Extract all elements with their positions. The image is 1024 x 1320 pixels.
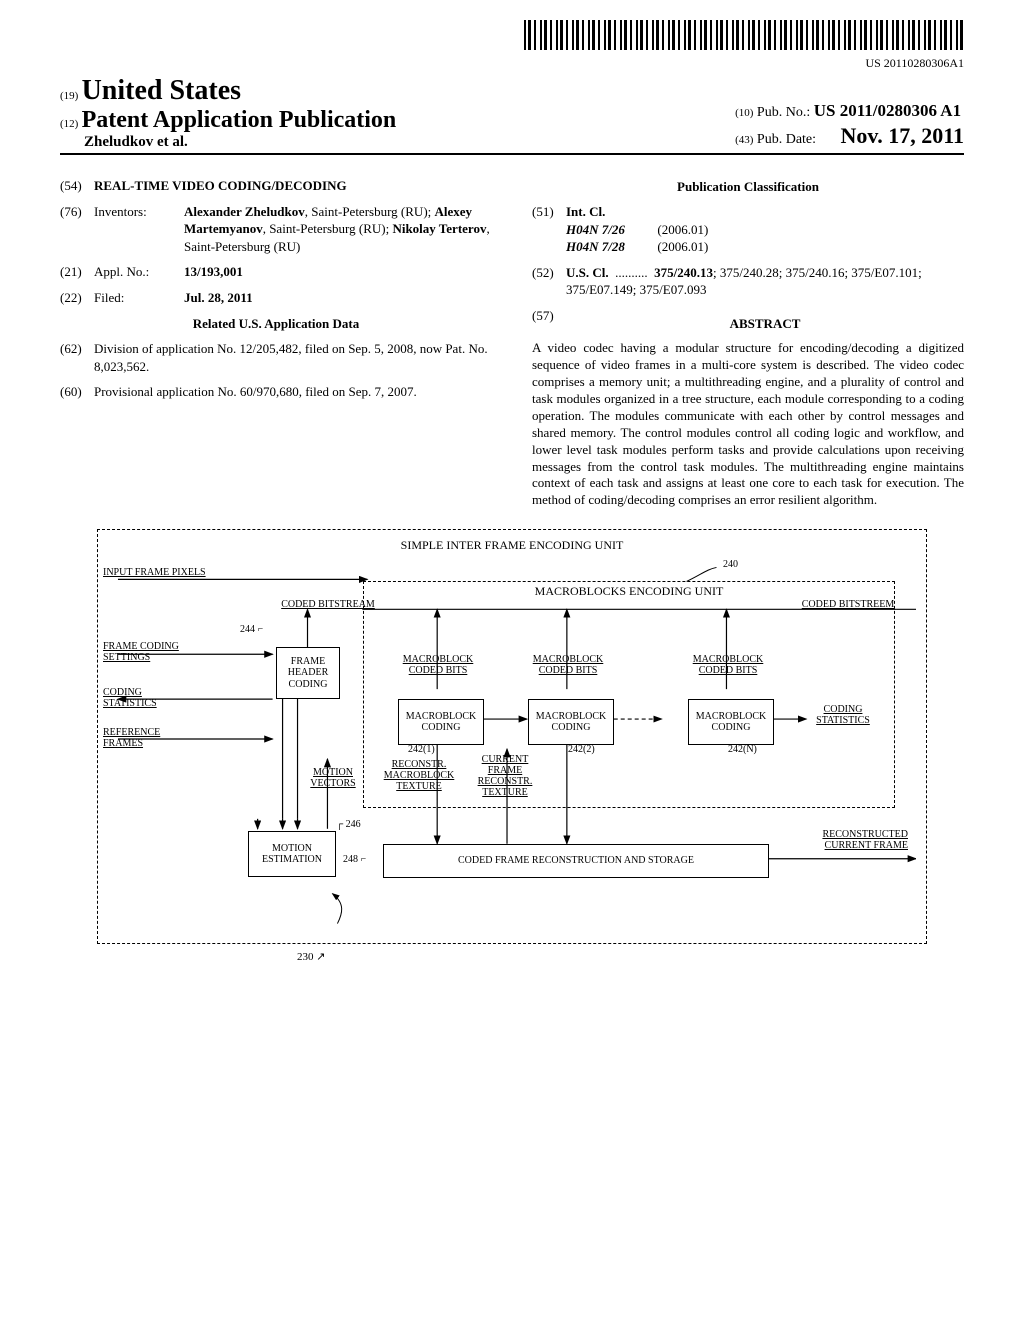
lbl-coding-stats-r: CODING STATISTICS	[808, 704, 878, 726]
pubclass-head: Publication Classification	[532, 179, 964, 195]
lbl-cur-frame-rec-tex: CURRENT FRAME RECONSTR. TEXTURE	[470, 754, 540, 798]
filed-label: Filed:	[94, 289, 184, 307]
barcode-block: US 20110280306A1	[60, 20, 964, 71]
title-code: (54)	[60, 177, 94, 195]
uscl-label: U.S. Cl.	[566, 265, 609, 280]
lbl-motion-vectors: MOTION VECTORS	[303, 767, 363, 789]
intcl-1: H04N 7/26	[566, 222, 625, 237]
meu-title: MACROBLOCKS ENCODING UNIT	[364, 584, 894, 599]
country-code: (19)	[60, 90, 78, 102]
lbl-mb-bits-3: MACROBLOCK CODED BITS	[688, 654, 768, 676]
lbl-frame-settings: FRAME CODING SETTINGS	[103, 641, 203, 663]
pubno-code: (10)	[735, 107, 753, 119]
ref-242-1: 242(1)	[408, 744, 435, 755]
abstract: A video codec having a modular structure…	[532, 340, 964, 509]
box-mb-coding-n: MACROBLOCK CODING	[688, 699, 774, 745]
pubno: US 2011/0280306 A1	[814, 101, 961, 120]
box-motion-est: MOTION ESTIMATION	[248, 831, 336, 877]
lbl-reconstructed-cf: RECONSTRUCTED CURRENT FRAME	[798, 829, 908, 851]
box-mb-coding-2: MACROBLOCK CODING	[528, 699, 614, 745]
barcode	[524, 20, 964, 50]
outer-title: SIMPLE INTER FRAME ENCODING UNIT	[108, 538, 916, 553]
pubdate-code: (43)	[735, 134, 753, 146]
prov-code: (60)	[60, 383, 94, 401]
box-frame-header: FRAME HEADER CODING	[276, 647, 340, 699]
intcl-2: H04N 7/28	[566, 239, 625, 254]
header-authors: Zheludkov et al.	[84, 134, 188, 150]
uscl-code: (52)	[532, 264, 566, 299]
ref-230: 230	[297, 951, 314, 963]
lbl-coded-bitstreem: CODED BITSTREEM	[793, 599, 903, 610]
diagram: SIMPLE INTER FRAME ENCODING UNIT	[97, 529, 927, 963]
box-mb-coding-1: MACROBLOCK CODING	[398, 699, 484, 745]
lbl-input-pixels: INPUT FRAME PIXELS	[103, 567, 223, 578]
inventors-label: Inventors:	[94, 203, 184, 256]
lbl-mb-bits-2: MACROBLOCK CODED BITS	[528, 654, 608, 676]
appl-no: 13/193,001	[184, 264, 243, 279]
pubno-label: Pub. No.:	[757, 105, 810, 120]
inventors: Alexander Zheludkov, Saint-Petersburg (R…	[184, 203, 492, 256]
div-text: Division of application No. 12/205,482, …	[94, 340, 492, 375]
box-recon-store: CODED FRAME RECONSTRUCTION AND STORAGE	[383, 844, 769, 878]
pap-title: Patent Application Publication	[82, 107, 397, 133]
prov-text: Provisional application No. 60/970,680, …	[94, 383, 492, 401]
appl-code: (21)	[60, 263, 94, 281]
pap-code: (12)	[60, 118, 78, 130]
ref-240: 240	[723, 559, 738, 570]
abs-code: (57)	[532, 307, 566, 333]
inventors-code: (76)	[60, 203, 94, 256]
lbl-coding-stats-l: CODING STATISTICS	[103, 687, 183, 709]
lbl-coded-bitstream: CODED BITSTREAM	[273, 599, 383, 610]
ref-244: 244 ⌐	[240, 624, 263, 635]
barcode-text: US 20110280306A1	[60, 56, 964, 71]
filed-code: (22)	[60, 289, 94, 307]
appl-label: Appl. No.:	[94, 263, 184, 281]
header-row: (19) United States (12) Patent Applicati…	[60, 75, 964, 155]
intcl-1d: (2006.01)	[657, 222, 708, 237]
lbl-ref-frames: REFERENCE FRAMES	[103, 727, 183, 749]
lbl-recon-mb-tex: RECONSTR. MACROBLOCK TEXTURE	[378, 759, 460, 792]
intcl-code: (51)	[532, 203, 566, 256]
pubdate: Nov. 17, 2011	[841, 123, 964, 148]
intcl-2d: (2006.01)	[657, 239, 708, 254]
ref-248: 248 ⌐	[343, 854, 366, 865]
biblio: (54) REAL-TIME VIDEO CODING/DECODING (76…	[60, 169, 964, 509]
invention-title: REAL-TIME VIDEO CODING/DECODING	[94, 178, 347, 193]
pubdate-label: Pub. Date:	[757, 132, 816, 147]
div-code: (62)	[60, 340, 94, 375]
abs-label: ABSTRACT	[566, 315, 964, 333]
ref-242-n: 242(N)	[728, 744, 757, 755]
intcl-label: Int. Cl.	[566, 204, 605, 219]
ref-230-arrow-icon: ↗	[316, 951, 325, 963]
ref-246: ┌ 246	[336, 819, 361, 830]
country: United States	[82, 75, 241, 106]
ref-242-2: 242(2)	[568, 744, 595, 755]
lbl-mb-bits-1: MACROBLOCK CODED BITS	[398, 654, 478, 676]
filed-date: Jul. 28, 2011	[184, 290, 253, 305]
related-head: Related U.S. Application Data	[60, 316, 492, 332]
